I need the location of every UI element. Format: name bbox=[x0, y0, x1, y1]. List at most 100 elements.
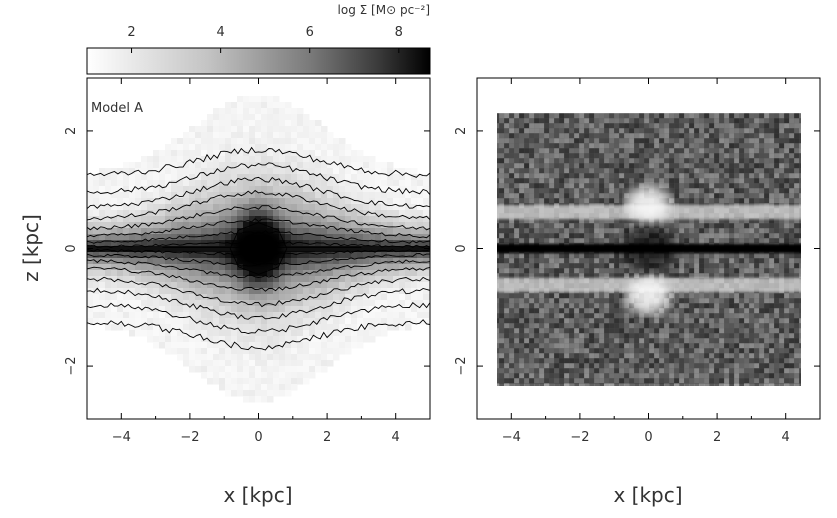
residual-cell bbox=[724, 168, 730, 174]
residual-cell bbox=[599, 148, 605, 154]
residual-cell bbox=[619, 273, 625, 279]
density-cell bbox=[279, 162, 286, 169]
density-cell bbox=[207, 174, 214, 181]
density-cell bbox=[345, 210, 352, 217]
residual-cell bbox=[599, 188, 605, 194]
density-cell bbox=[135, 318, 142, 325]
density-cell bbox=[267, 150, 274, 157]
density-cell bbox=[357, 318, 364, 325]
residual-cell bbox=[674, 378, 680, 384]
residual-cell bbox=[549, 193, 555, 199]
residual-cell bbox=[519, 198, 525, 204]
density-cell bbox=[225, 168, 232, 175]
residual-cell bbox=[589, 358, 595, 364]
residual-cell bbox=[639, 373, 645, 379]
density-cell bbox=[165, 192, 172, 199]
density-cell bbox=[315, 234, 322, 241]
density-cell bbox=[309, 372, 316, 379]
density-cell bbox=[405, 252, 412, 259]
density-cell bbox=[339, 204, 346, 211]
density-cell bbox=[351, 264, 358, 271]
residual-cell bbox=[604, 188, 610, 194]
residual-cell bbox=[599, 363, 605, 369]
residual-cell bbox=[724, 378, 730, 384]
residual-cell bbox=[639, 343, 645, 349]
residual-cell bbox=[734, 153, 740, 159]
residual-cell bbox=[514, 378, 520, 384]
residual-cell bbox=[619, 268, 625, 274]
residual-cell bbox=[599, 158, 605, 164]
residual-cell bbox=[559, 138, 565, 144]
residual-cell bbox=[624, 138, 630, 144]
residual-cell bbox=[639, 118, 645, 124]
residual-cell bbox=[694, 153, 700, 159]
residual-cell bbox=[544, 138, 550, 144]
density-cell bbox=[309, 276, 316, 283]
density-cell bbox=[285, 210, 292, 217]
density-cell bbox=[387, 288, 394, 295]
residual-cell bbox=[564, 113, 570, 119]
residual-cell bbox=[619, 343, 625, 349]
density-cell bbox=[159, 234, 166, 241]
residual-cell bbox=[739, 353, 745, 359]
density-cell bbox=[165, 162, 172, 169]
residual-cell bbox=[549, 303, 555, 309]
residual-cell bbox=[629, 148, 635, 154]
density-cell bbox=[237, 132, 244, 139]
density-cell bbox=[321, 336, 328, 343]
density-cell bbox=[267, 300, 274, 307]
residual-cell bbox=[664, 188, 670, 194]
residual-cell bbox=[524, 273, 530, 279]
density-cell bbox=[135, 306, 142, 313]
density-cell bbox=[399, 174, 406, 181]
residual-cell bbox=[649, 273, 655, 279]
density-cell bbox=[285, 294, 292, 301]
density-cell bbox=[243, 156, 250, 163]
residual-cell bbox=[499, 273, 505, 279]
residual-cell bbox=[744, 253, 750, 259]
density-cell bbox=[135, 216, 142, 223]
residual-cell bbox=[614, 323, 620, 329]
residual-cell bbox=[549, 188, 555, 194]
residual-cell bbox=[744, 128, 750, 134]
residual-cell bbox=[669, 373, 675, 379]
density-cell bbox=[111, 252, 118, 259]
density-cell bbox=[327, 222, 334, 229]
density-cell bbox=[369, 318, 376, 325]
left-x-axis-title: x [kpc] bbox=[223, 483, 292, 507]
residual-cell bbox=[529, 308, 535, 314]
residual-cell bbox=[709, 223, 715, 229]
residual-cell bbox=[569, 238, 575, 244]
density-cell bbox=[357, 156, 364, 163]
residual-cell bbox=[579, 233, 585, 239]
residual-cell bbox=[514, 323, 520, 329]
density-cell bbox=[345, 330, 352, 337]
density-cell bbox=[189, 354, 196, 361]
residual-cell bbox=[699, 128, 705, 134]
density-cell bbox=[381, 258, 388, 265]
residual-cell bbox=[634, 268, 640, 274]
residual-cell bbox=[699, 363, 705, 369]
residual-cell bbox=[659, 268, 665, 274]
density-cell bbox=[231, 258, 238, 265]
density-cell bbox=[339, 252, 346, 259]
density-cell bbox=[339, 318, 346, 325]
density-cell bbox=[363, 282, 370, 289]
density-cell bbox=[267, 312, 274, 319]
residual-cell bbox=[669, 333, 675, 339]
residual-cell bbox=[554, 178, 560, 184]
density-cell bbox=[351, 210, 358, 217]
density-cell bbox=[147, 300, 154, 307]
residual-cell bbox=[714, 308, 720, 314]
residual-cell bbox=[674, 123, 680, 129]
density-cell bbox=[171, 228, 178, 235]
residual-cell bbox=[644, 328, 650, 334]
density-cell bbox=[225, 216, 232, 223]
density-cell bbox=[303, 126, 310, 133]
density-cell bbox=[303, 252, 310, 259]
density-cell bbox=[399, 168, 406, 175]
density-cell bbox=[267, 264, 274, 271]
density-cell bbox=[237, 204, 244, 211]
residual-cell bbox=[544, 348, 550, 354]
density-cell bbox=[225, 324, 232, 331]
